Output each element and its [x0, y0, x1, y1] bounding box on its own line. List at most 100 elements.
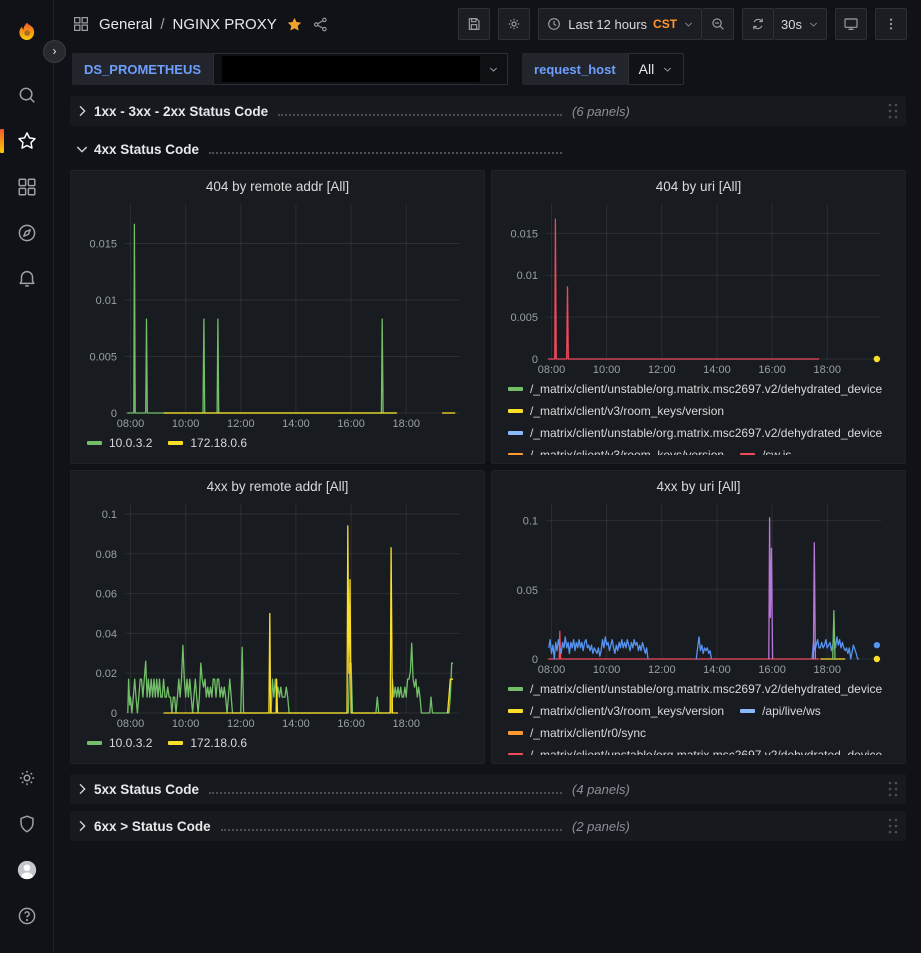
chevron-right-icon	[74, 818, 90, 834]
svg-text:0: 0	[111, 708, 117, 720]
datasource-variable-label[interactable]: DS_PROMETHEUS	[72, 53, 214, 85]
chart-grid: 0 0.02 0.04 0.06 0.08 0.1 08:00 10:00 12:00 14:00…	[96, 504, 460, 730]
series-end-dot	[873, 641, 881, 649]
chart-canvas[interactable]: 0 0.005 0.01 0.015 08:00 10:00 12:00 14:00 16:00…	[502, 198, 895, 377]
legend-swatch	[168, 741, 184, 745]
row-drag-handle-icon[interactable]	[886, 102, 900, 120]
breadcrumb-section[interactable]: General	[99, 15, 153, 33]
grafana-logo[interactable]	[0, 10, 54, 54]
row-6xx[interactable]: 6xx > Status Code (2 panels)	[70, 811, 906, 841]
zoom-out-time-button[interactable]	[702, 8, 735, 40]
datasource-select[interactable]	[213, 53, 509, 85]
share-icon[interactable]	[312, 16, 329, 33]
chevron-right-icon	[74, 781, 90, 797]
legend-item[interactable]: /_matrix/client/v3/room_keys/version	[508, 701, 724, 721]
row-title: 6xx > Status Code	[94, 818, 211, 834]
svg-text:16:00: 16:00	[758, 364, 786, 376]
more-options-button[interactable]	[875, 8, 907, 40]
sidebar-item-search[interactable]	[0, 72, 54, 118]
svg-text:0.04: 0.04	[96, 628, 117, 640]
svg-text:14:00: 14:00	[282, 418, 310, 430]
legend-item[interactable]: 10.0.3.2	[87, 433, 152, 453]
legend-swatch	[508, 687, 523, 691]
legend-item[interactable]: /_matrix/client/v3/room_keys/version	[508, 401, 724, 421]
panel-title[interactable]: 404 by remote addr [All]	[205, 179, 350, 194]
chart-legend: /_matrix/client/unstable/org.matrix.msc2…	[502, 677, 895, 755]
series-line	[832, 609, 836, 660]
series-line	[768, 517, 774, 660]
dashboard-grid-icon	[72, 15, 90, 33]
sidebar-item-starred[interactable]	[0, 118, 54, 164]
legend-item[interactable]: /_matrix/client/unstable/org.matrix.msc2…	[508, 423, 882, 443]
cycle-view-mode-button[interactable]	[835, 8, 867, 40]
row-drag-handle-icon[interactable]	[886, 817, 900, 835]
panel-4xx-by-remote-addr: 4xx by remote addr [All] 0 0.02 0.04 0.06 0.…	[70, 470, 485, 764]
sidebar-item-profile[interactable]	[0, 847, 54, 893]
svg-text:16:00: 16:00	[337, 718, 365, 730]
legend-swatch	[87, 741, 102, 745]
refresh-interval-picker[interactable]: 30s	[774, 8, 827, 40]
panel-title[interactable]: 4xx by uri [All]	[656, 479, 741, 494]
series-line	[548, 218, 819, 360]
row-4xx[interactable]: 4xx Status Code	[70, 134, 906, 164]
chart-grid: 0 0.005 0.01 0.015 08:00 10:00 12:00 14:00 16:00…	[510, 204, 881, 376]
svg-text:10:00: 10:00	[172, 418, 200, 430]
legend-label: 10.0.3.2	[109, 736, 153, 750]
favorite-star-icon[interactable]	[286, 16, 303, 33]
series-line	[548, 630, 819, 660]
time-range-picker[interactable]: Last 12 hours CST	[538, 8, 703, 40]
legend-swatch	[508, 731, 523, 735]
chart-canvas[interactable]: 0 0.05 0.1 08:00 10:00 12:00 14:00 16:00 18:00	[502, 498, 895, 677]
refresh-dashboard-button[interactable]	[742, 8, 775, 40]
legend-item[interactable]: 172.18.0.6	[168, 433, 247, 453]
sidebar-item-configuration[interactable]	[0, 755, 54, 801]
chart-canvas[interactable]: 0 0.02 0.04 0.06 0.08 0.1 08:00 10:00 12:00 14:00…	[81, 498, 474, 731]
legend-label: 10.0.3.2	[109, 436, 153, 450]
request-host-select[interactable]: All	[627, 53, 685, 85]
breadcrumb-title[interactable]: NGINX PROXY	[172, 15, 277, 33]
legend-item[interactable]: 10.0.3.2	[87, 733, 152, 753]
chart-4xx-by-uri[interactable]: 0 0.05 0.1 08:00 10:00 12:00 14:00 16:00 18:00	[502, 498, 895, 677]
kebab-menu-icon	[889, 18, 893, 30]
svg-text:14:00: 14:00	[282, 718, 310, 730]
sidebar-item-alerting[interactable]	[0, 256, 54, 302]
legend-item[interactable]: /_matrix/client/v3/room_keys/version	[508, 445, 724, 455]
chart-404-by-uri[interactable]: 0 0.005 0.01 0.015 08:00 10:00 12:00 14:00 16:00…	[502, 198, 895, 377]
panel-title[interactable]: 404 by uri [All]	[655, 179, 742, 194]
panel-title[interactable]: 4xx by remote addr [All]	[206, 479, 349, 494]
legend-item[interactable]: /_matrix/client/unstable/org.matrix.msc2…	[508, 745, 882, 755]
chevron-down-icon	[74, 141, 90, 157]
svg-text:0.005: 0.005	[89, 352, 117, 364]
shield-icon	[19, 815, 34, 833]
legend-item[interactable]: /_matrix/client/r0/sync	[508, 723, 646, 743]
series-line	[446, 678, 454, 714]
row-1xx-3xx-2xx[interactable]: 1xx - 3xx - 2xx Status Code (6 panels)	[70, 96, 906, 126]
legend-item[interactable]: /api/live/ws	[740, 701, 821, 721]
series-end-dot	[873, 355, 881, 363]
sidebar-item-help[interactable]	[0, 893, 54, 939]
sidebar-item-dashboards[interactable]	[0, 164, 54, 210]
legend-item[interactable]: 172.18.0.6	[168, 733, 247, 753]
request-host-variable-label[interactable]: request_host	[522, 53, 628, 85]
chart-404-by-remote-addr[interactable]: 0 0.005 0.01 0.015 08:00 10:00 12:00 14:00 16:00…	[81, 198, 474, 431]
legend-label: /_matrix/client/v3/room_keys/version	[530, 448, 725, 455]
chart-4xx-by-remote-addr[interactable]: 0 0.02 0.04 0.06 0.08 0.1 08:00 10:00 12:00 14:00…	[81, 498, 474, 731]
sidebar-expand-button[interactable]: ›	[43, 40, 66, 63]
legend-swatch	[508, 709, 523, 713]
legend-item[interactable]: /_matrix/client/unstable/org.matrix.msc2…	[508, 379, 882, 399]
legend-item[interactable]: /_matrix/client/unstable/org.matrix.msc2…	[508, 679, 882, 699]
chart-grid: 0 0.005 0.01 0.015 08:00 10:00 12:00 14:00 16:00…	[89, 204, 460, 430]
chart-canvas[interactable]: 0 0.005 0.01 0.015 08:00 10:00 12:00 14:00 16:00…	[81, 198, 474, 431]
series-line	[163, 525, 398, 714]
dashboard-settings-button[interactable]	[498, 8, 531, 40]
save-dashboard-button[interactable]	[458, 8, 491, 40]
legend-item[interactable]: /sw.js	[740, 445, 791, 455]
legend-label: /_matrix/client/v3/room_keys/version	[530, 404, 725, 418]
legend-swatch	[508, 431, 523, 435]
row-5xx[interactable]: 5xx Status Code (4 panels)	[70, 774, 906, 804]
legend-swatch	[508, 753, 523, 755]
sidebar-item-server-admin[interactable]	[0, 801, 54, 847]
row-drag-handle-icon[interactable]	[886, 780, 900, 798]
legend-swatch	[508, 453, 523, 455]
sidebar-item-explore[interactable]	[0, 210, 54, 256]
